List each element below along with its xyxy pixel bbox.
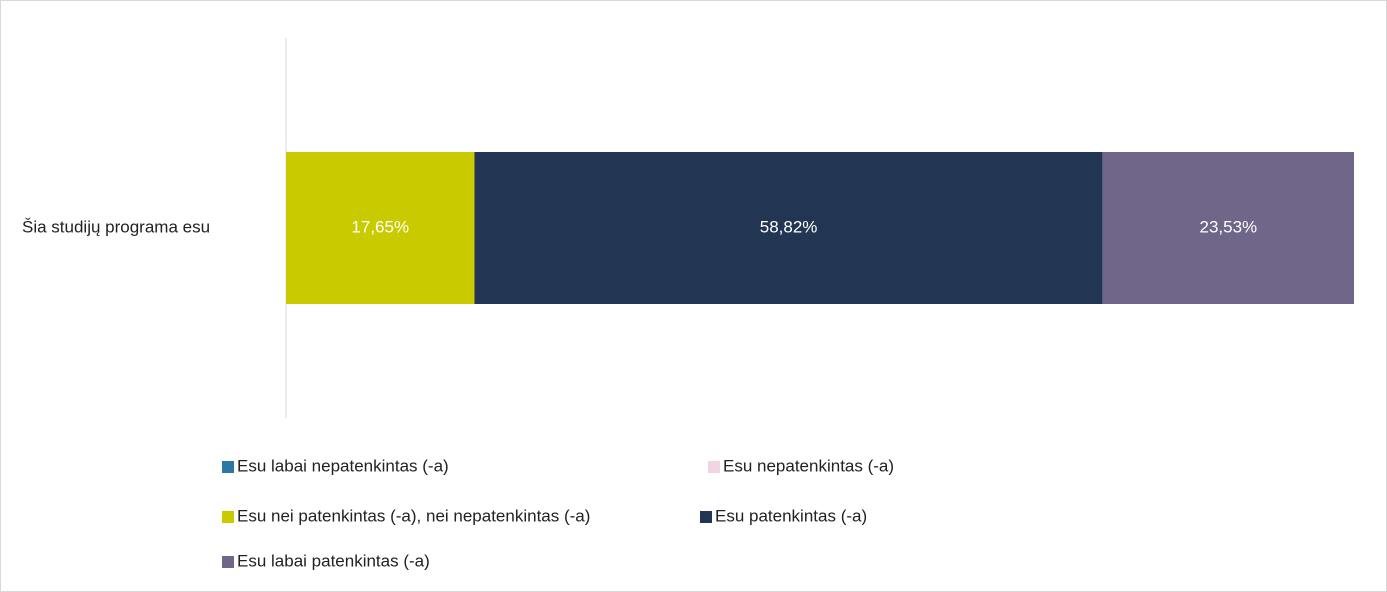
- legend-label: Esu labai nepatenkintas (-a): [237, 456, 449, 475]
- bar-segment: [474, 152, 1103, 304]
- legend-label: Esu nei patenkintas (-a), nei nepatenkin…: [237, 506, 590, 525]
- data-label: 17,65%: [351, 217, 409, 236]
- legend-swatch: [222, 511, 234, 523]
- legend-swatch: [222, 461, 234, 473]
- data-label: 58,82%: [760, 217, 818, 236]
- legend-swatch: [700, 511, 712, 523]
- legend-swatch: [708, 461, 720, 473]
- data-label: 23,53%: [1200, 217, 1258, 236]
- legend-label: Esu labai patenkintas (-a): [237, 551, 430, 570]
- legend-label: Esu nepatenkintas (-a): [723, 456, 894, 475]
- legend-label: Esu patenkintas (-a): [715, 506, 867, 525]
- bar-segment: [1102, 152, 1354, 304]
- category-label: Šia studijų programa esu: [22, 217, 210, 236]
- legend-swatch: [222, 556, 234, 568]
- bar-segment: [286, 152, 475, 304]
